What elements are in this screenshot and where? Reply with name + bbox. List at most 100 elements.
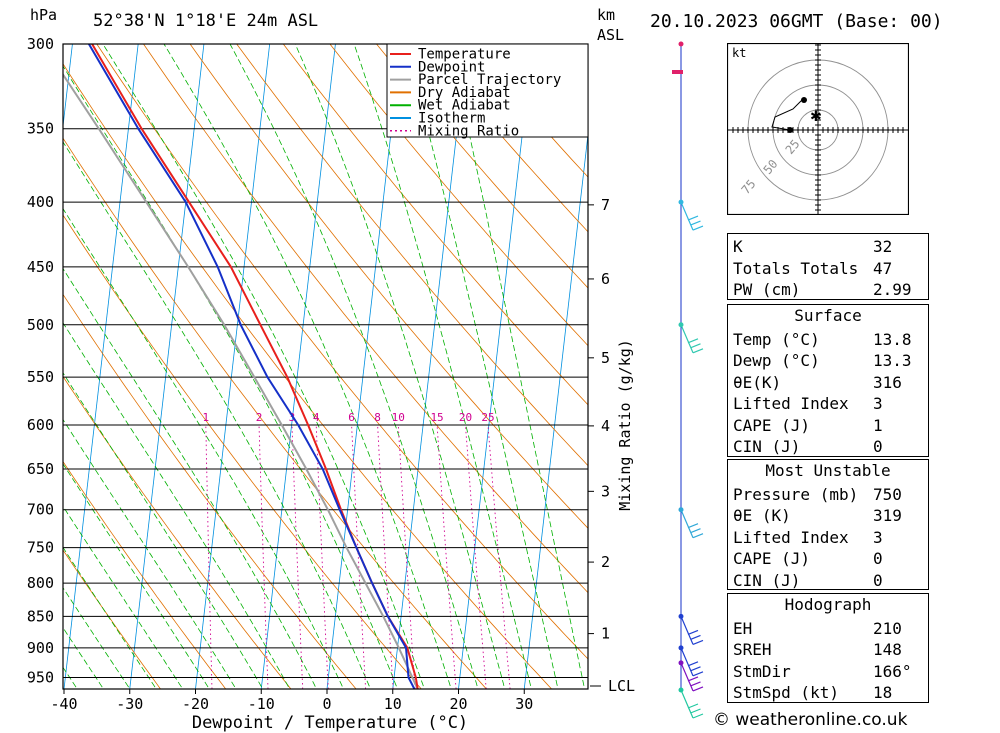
param-value: 13.8 — [873, 329, 912, 349]
lcl-label: LCL — [608, 677, 635, 695]
asl-label: ASL — [597, 26, 625, 44]
isotherm-line — [523, 131, 588, 689]
wind-barb-dot — [678, 507, 684, 513]
mixing-ratio-line — [465, 424, 487, 689]
km-label: km — [597, 6, 616, 24]
isotherm-line — [260, 44, 336, 689]
pressure-tick-labels: 300 350 400 450 500 550 600 650 700 750 800 850 900 9… — [27, 35, 54, 687]
hodograph-stats-panel: Hodograph EH 210 SREH 148 StmDir 166° StmSpd (… — [727, 593, 929, 703]
pressure-tick-label: 750 — [27, 539, 54, 557]
mixing-ratio-label: 4 — [313, 411, 320, 424]
surface-panel: Surface Temp (°C) 13.8 Dewp (°C) 13.3 θE(K) 3… — [727, 304, 929, 457]
param-value: 2.99 — [873, 280, 912, 299]
param-value: 3 — [873, 527, 883, 547]
param-label: CAPE (J) — [733, 549, 811, 568]
copyright: © weatheronline.co.uk — [713, 710, 908, 730]
indices-panel: K 32 Totals Totals 47 PW (cm) 2.99 — [727, 233, 929, 300]
datetime-title: 20.10.2023 06GMT (Base: 00) — [650, 11, 943, 32]
mixing-ratio-label: 25 — [481, 411, 494, 424]
dry-adiabat-line — [63, 549, 161, 689]
dewpoint-profile — [88, 44, 416, 689]
param-label: CAPE (J) — [733, 415, 811, 435]
x-tick-label: 20 — [449, 695, 467, 713]
legend-label: Parcel Trajectory — [418, 72, 561, 88]
wind-barb — [680, 324, 704, 354]
km-tick-label: 6 — [601, 270, 610, 288]
dry-adiabat-line — [63, 293, 357, 689]
param-value: 319 — [873, 506, 902, 525]
dry-adiabat-line — [422, 44, 588, 233]
mixing-ratio-label: 2 — [256, 411, 263, 424]
mixing-ratio-line — [205, 424, 213, 689]
param-value: 316 — [873, 372, 902, 392]
isotherm-line — [656, 44, 730, 689]
mixing-ratio-label: 3 — [289, 411, 296, 424]
legend-label: Wet Adiabat — [418, 98, 511, 114]
hodograph-end-point — [801, 97, 807, 103]
pressure-tick-label: 700 — [27, 501, 54, 519]
plot-frame — [62, 43, 589, 690]
wet-adiabat-line — [63, 587, 131, 689]
pressure-tick-label: 950 — [27, 669, 54, 687]
param-row: EH 210 — [728, 616, 928, 638]
dry-adiabat-line — [63, 137, 487, 689]
profile-lines — [63, 44, 419, 689]
dry-adiabat-line — [236, 44, 588, 467]
location-title: 52°38'N 1°18'E 24m ASL — [93, 11, 319, 31]
pressure-tick-label: 850 — [27, 607, 54, 625]
param-label: Temp (°C) — [733, 329, 820, 349]
param-label: K — [733, 237, 743, 256]
wind-barb — [680, 689, 704, 719]
legend-label: Dewpoint — [418, 59, 485, 75]
x-tick-label: -40 — [50, 695, 77, 713]
hodograph-start-point — [787, 127, 793, 133]
pressure-tick-label: 650 — [27, 460, 54, 478]
isotherm-line — [326, 44, 402, 689]
km-tick-label: 7 — [601, 196, 610, 214]
param-row: θE (K) 319 — [728, 503, 928, 525]
param-row: StmDir 166° — [728, 659, 928, 681]
pressure-tick-label: 900 — [27, 639, 54, 657]
pressure-tick-label: 500 — [27, 316, 54, 334]
mixing-ratio-line — [377, 424, 394, 689]
x-axis-label: Dewpoint / Temperature (°C) — [192, 713, 468, 733]
mixing-ratio-label: 6 — [348, 411, 355, 424]
param-row: Pressure (mb) 750 — [728, 482, 928, 504]
mixing-ratio-line — [315, 424, 329, 689]
param-row: Temp (°C) 13.8 — [728, 327, 928, 349]
param-label: SREH — [733, 640, 772, 659]
param-row: CIN (J) 0 — [728, 568, 928, 590]
pressure-tick-label: 550 — [27, 368, 54, 386]
km-tick-label: 1 — [601, 625, 610, 643]
param-value: 210 — [873, 618, 902, 638]
legend-label: Mixing Ratio — [418, 123, 519, 139]
param-row: CAPE (J) 1 — [728, 413, 928, 435]
x-tick-label: 30 — [515, 695, 533, 713]
wet-adiabat-line — [353, 44, 532, 689]
param-label: θE(K) — [733, 372, 782, 392]
surface-title: Surface — [794, 306, 862, 325]
x-tick-label: -20 — [182, 695, 209, 713]
pressure-tick-label: 350 — [27, 120, 54, 138]
param-label: Lifted Index — [733, 394, 849, 413]
dry-adiabat-line — [63, 63, 552, 689]
km-tick-label: 3 — [601, 482, 610, 500]
isotherm-line — [0, 44, 7, 689]
x-tick-label: -30 — [116, 695, 143, 713]
wet-adiabat-line — [63, 207, 345, 689]
legend-label: Temperature — [418, 47, 511, 63]
mixing-ratio-line — [291, 424, 304, 689]
param-label: StmSpd (kt) — [733, 683, 839, 702]
wet-adiabat-line — [63, 141, 371, 689]
param-row: Lifted Index 3 — [728, 391, 928, 413]
x-tick-label: 0 — [322, 695, 331, 713]
wet-adiabat-line — [294, 44, 506, 689]
wet-adiabat-line — [404, 44, 559, 689]
wet-adiabat-line — [229, 44, 479, 689]
isotherm-line — [392, 44, 468, 689]
mixing-ratio-line — [351, 424, 367, 689]
wind-barb — [680, 201, 704, 231]
isotherm-line — [63, 44, 139, 689]
isotherm-line — [195, 44, 271, 689]
